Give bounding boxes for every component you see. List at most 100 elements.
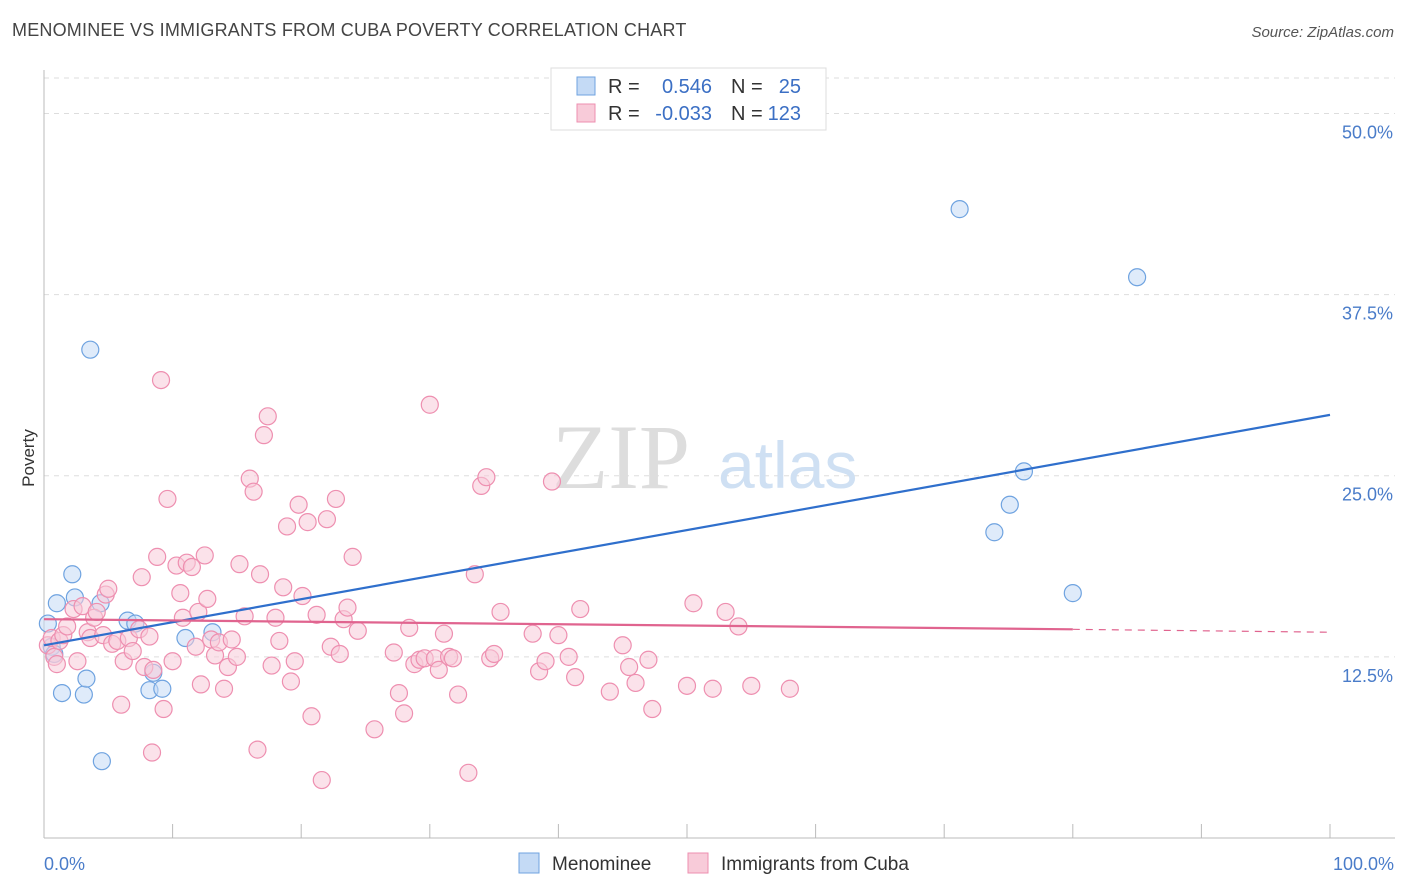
series-legend: Menominee Immigrants from Cuba	[518, 852, 909, 875]
point-s1-83	[394, 704, 414, 723]
stats-legend: R = 0.546 N = 25 R = -0.033 N = 123	[550, 67, 827, 131]
point-s1-32	[158, 489, 177, 509]
point-s1-96	[465, 565, 484, 584]
y-tick-label-0: 12.5%	[1342, 666, 1393, 686]
x-tick-labels: 0.0% 100.0%	[44, 854, 1394, 874]
bottom-legend-label-cuba: Immigrants from Cuba	[721, 854, 909, 875]
point-s1-26	[140, 627, 159, 646]
trend-line-s1	[43, 618, 1073, 631]
point-s1-57	[254, 426, 274, 445]
point-s1-29	[148, 547, 167, 566]
bottom-legend-swatch-cuba	[687, 852, 709, 874]
y-tick-label-2: 37.5%	[1342, 304, 1393, 324]
legend-r-value-cuba: -0.033	[655, 103, 712, 125]
point-s1-65	[285, 652, 304, 671]
axes	[43, 70, 1395, 839]
point-s1-3	[47, 655, 66, 674]
point-s1-22	[123, 641, 142, 661]
point-s1-72	[317, 510, 337, 529]
point-s1-63	[277, 517, 297, 536]
point-s0-3	[47, 594, 66, 613]
point-s1-98	[477, 468, 496, 487]
point-s0-4	[52, 683, 72, 703]
point-s1-33	[163, 652, 182, 671]
legend-r-label-cuba: R =	[608, 103, 640, 125]
point-s1-38	[182, 557, 201, 577]
point-s0-16	[153, 679, 172, 698]
legend-n-label-cuba: N =	[731, 103, 763, 125]
point-s1-74	[326, 489, 346, 509]
point-s0-24	[1127, 268, 1147, 287]
point-s1-88	[420, 395, 439, 414]
trend-line-s0	[43, 413, 1331, 647]
point-s1-69	[302, 707, 321, 726]
point-s1-41	[191, 675, 210, 694]
trend-extension-s1	[1072, 628, 1331, 633]
point-s1-75	[330, 644, 349, 664]
point-s1-79	[348, 621, 367, 640]
point-s1-121	[742, 676, 761, 695]
y-axis-label: Poverty	[19, 429, 38, 487]
legend-n-label-menominee: N =	[731, 76, 763, 98]
point-s1-13	[87, 602, 106, 622]
bottom-legend-label-menominee: Menominee	[552, 854, 651, 875]
point-s0-20	[985, 523, 1004, 542]
point-s0-7	[74, 685, 93, 704]
point-s1-16	[99, 579, 118, 598]
point-s1-43	[198, 589, 217, 609]
point-s1-109	[571, 599, 590, 619]
point-s0-9	[81, 340, 100, 359]
point-s1-56	[250, 565, 270, 584]
point-s1-119	[716, 602, 735, 622]
legend-r-label-menominee: R =	[608, 76, 640, 98]
point-s1-58	[258, 407, 277, 426]
point-s1-49	[222, 630, 241, 649]
point-s1-28	[142, 743, 162, 762]
point-s1-70	[307, 605, 326, 624]
point-s1-115	[643, 699, 662, 719]
point-s1-54	[244, 482, 263, 501]
point-s1-24	[132, 568, 151, 587]
point-s1-62	[274, 578, 293, 597]
y-tick-label-1: 25.0%	[1342, 485, 1393, 505]
point-s1-8	[68, 652, 87, 671]
point-s1-67	[293, 586, 312, 606]
point-s0-5	[63, 565, 82, 584]
legend-n-value-cuba: 123	[768, 103, 801, 125]
y-tick-label-3: 50.0%	[1342, 122, 1393, 142]
chart-title: MENOMINEE VS IMMIGRANTS FROM CUBA POVERT…	[12, 20, 687, 40]
point-s1-6	[58, 617, 77, 636]
point-s1-30	[151, 370, 171, 390]
point-s1-81	[384, 643, 403, 662]
point-s1-31	[154, 699, 173, 719]
point-s1-116	[677, 676, 697, 695]
point-s1-101	[491, 602, 510, 622]
point-s1-68	[298, 513, 317, 532]
bottom-legend-swatch-menominee	[518, 852, 540, 874]
trend-lines	[43, 413, 1331, 647]
point-s1-110	[600, 682, 619, 701]
point-s1-95	[459, 763, 478, 782]
point-s1-106	[549, 626, 568, 645]
point-s1-94	[448, 685, 468, 704]
point-s1-93	[443, 649, 463, 668]
point-s1-122	[780, 679, 799, 698]
point-s0-19	[950, 200, 969, 219]
point-s1-77	[338, 598, 357, 617]
point-s1-39	[186, 637, 205, 656]
watermark-zip: ZIP	[552, 406, 690, 508]
point-s1-35	[171, 584, 190, 603]
stats-legend-box	[550, 67, 827, 131]
point-s0-10	[92, 752, 111, 771]
point-s1-117	[684, 594, 703, 613]
point-s1-60	[266, 608, 285, 627]
point-s1-19	[112, 695, 131, 714]
legend-swatch-menominee	[576, 76, 596, 96]
y-tick-labels: 12.5% 25.0% 37.5% 50.0%	[1342, 122, 1393, 685]
point-s1-108	[566, 668, 585, 687]
point-s1-59	[262, 656, 281, 675]
point-s1-91	[434, 624, 454, 643]
point-s1-105	[542, 472, 562, 491]
point-s1-71	[312, 770, 331, 790]
